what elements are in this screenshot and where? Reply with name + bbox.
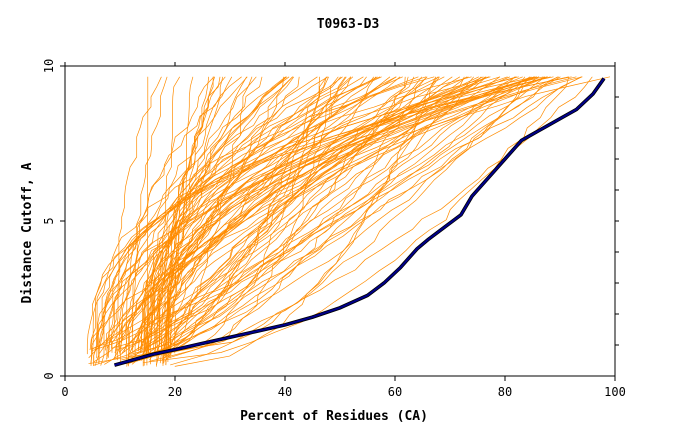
x-tick-label: 20 (168, 385, 182, 399)
model-line (124, 77, 167, 352)
x-tick-label: 60 (388, 385, 402, 399)
highlighted-line (115, 78, 605, 365)
highlighted-model-line (115, 78, 605, 365)
highlighted-line-outline (115, 78, 605, 365)
x-tick-label: 100 (604, 385, 626, 399)
y-tick-label: 10 (42, 59, 56, 73)
model-line (149, 77, 592, 362)
y-tick-label: 0 (42, 372, 56, 379)
chart-title: T0963-D3 (317, 17, 380, 32)
model-line (116, 77, 516, 351)
x-tick-label: 80 (498, 385, 512, 399)
x-tick-label: 40 (278, 385, 292, 399)
model-line (141, 77, 380, 361)
y-tick-label: 5 (42, 217, 56, 224)
background-model-lines (87, 77, 610, 367)
model-line (138, 77, 299, 350)
x-axis-label: Percent of Residues (CA) (240, 409, 428, 424)
model-line (100, 77, 327, 354)
x-tick-label: 0 (61, 385, 68, 399)
y-axis-label: Distance Cutoff, A (20, 162, 35, 303)
